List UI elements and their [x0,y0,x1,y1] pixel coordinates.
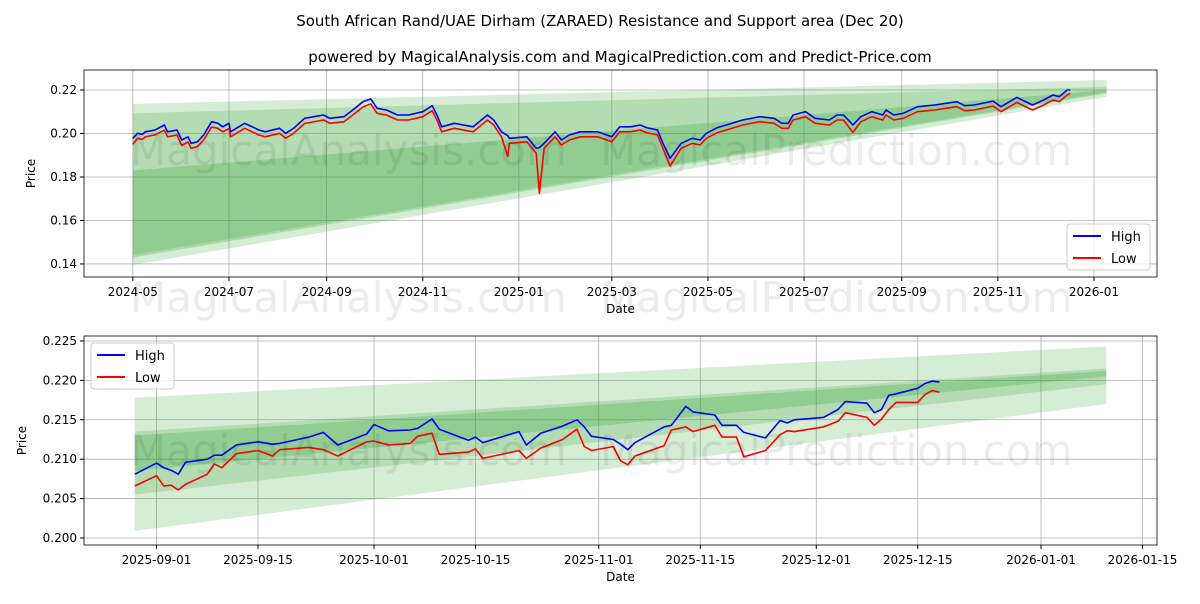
watermark-prediction: MagicalPrediction.com [600,273,1073,322]
y-tick-label: 0.20 [50,126,77,140]
x-tick-label: 2024-07 [204,285,254,299]
chart-subtitle: powered by MagicalAnalysis.com and Magic… [308,48,932,66]
watermark-analysis: MagicalAnalysis.com [130,426,567,475]
watermark-analysis: MagicalAnalysis.com [130,273,567,322]
x-tick-label: 2026-01-01 [1006,553,1076,567]
y-tick-label: 0.18 [50,170,77,184]
x-tick-label: 2025-11-01 [564,553,634,567]
x-tick-label: 2025-10-15 [441,553,511,567]
low-price-line [132,92,1071,195]
x-tick-label: 2024-11 [398,285,448,299]
y-tick-label: 0.210 [43,452,77,466]
legend-low-label: Low [135,371,161,386]
x-tick-label: 2025-11-15 [665,553,735,567]
x-tick-label: 2025-09-01 [122,553,192,567]
x-tick-label: 2025-12-15 [883,553,953,567]
high-price-line [132,89,1071,160]
y-tick-label: 0.22 [50,83,77,97]
x-tick-label: 2025-11 [973,285,1023,299]
x-axis-label: Date [606,570,635,584]
x-tick-label: 2025-07 [779,285,829,299]
x-tick-label: 2024-05 [108,285,158,299]
x-tick-label: 2026-01-15 [1108,553,1178,567]
high-price-line [134,380,940,476]
y-tick-label: 0.205 [43,492,77,506]
support-resistance-band [132,86,1107,256]
support-resistance-band [132,90,1107,258]
y-tick-label: 0.16 [50,213,77,227]
x-tick-label: 2024-09 [302,285,352,299]
x-tick-label: 2025-12-01 [781,553,851,567]
support-resistance-band [134,370,1107,471]
legend-high-label: High [1111,230,1141,245]
legend: High Low [1066,223,1151,271]
y-axis-label: Price [24,159,38,188]
y-tick-label: 0.215 [43,413,77,427]
chart-title: South African Rand/UAE Dirham (ZARAED) R… [296,12,904,30]
top-chart: 2024-05 2024-07 2024-09 2024-11 2025-01 2025-… [24,69,1158,316]
x-tick-label: 2025-05 [683,285,733,299]
x-tick-label: 2025-10-01 [339,553,409,567]
bottom-chart: 2025-09-01 2025-09-15 2025-10-01 2025-10-15… [15,334,1177,584]
legend: High Low [90,342,175,390]
watermark-prediction: MagicalPrediction.com [600,426,1073,475]
y-axis-label: Price [15,426,29,455]
y-tick-label: 0.225 [43,334,77,348]
y-tick-label: 0.220 [43,373,77,387]
support-resistance-band [132,80,1107,266]
watermark-analysis: MagicalAnalysis.com [130,126,567,175]
watermarks: MagicalAnalysis.com MagicalPrediction.co… [130,126,1073,475]
support-resistance-band [134,346,1107,531]
legend-high-label: High [135,349,165,364]
support-resistance-band [134,368,1107,495]
x-tick-label: 2025-09 [877,285,927,299]
plot-frame [83,69,1158,278]
low-price-line [134,389,940,491]
x-tick-label: 2025-03 [587,285,637,299]
x-axis-label: Date [606,302,635,316]
legend-low-label: Low [1111,252,1137,267]
y-tick-label: 0.14 [50,257,77,271]
watermark-prediction: MagicalPrediction.com [600,126,1073,175]
x-tick-label: 2025-09-15 [223,553,293,567]
x-tick-label: 2026-01 [1069,285,1119,299]
plot-frame [83,335,1158,546]
x-tick-label: 2025-01 [494,285,544,299]
y-tick-label: 0.200 [43,531,77,545]
